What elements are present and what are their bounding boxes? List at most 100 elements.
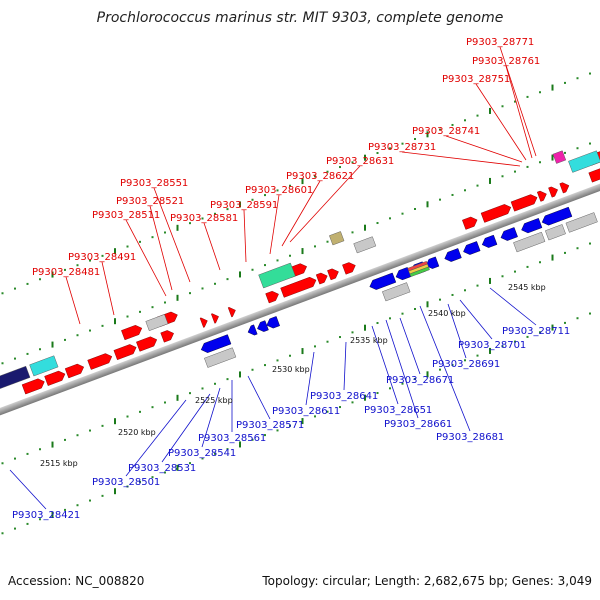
tick-dot — [451, 193, 454, 196]
leader-line — [9, 469, 47, 510]
tick-dot — [514, 170, 516, 173]
tick-dot — [264, 264, 266, 267]
tick-dot — [114, 318, 116, 325]
tick-dot — [476, 284, 479, 287]
tick-dot — [351, 161, 354, 164]
tick-dot — [551, 84, 554, 91]
tick-dot — [189, 392, 191, 395]
leader-line — [371, 325, 399, 405]
tick-dot — [339, 166, 341, 169]
rna-feature — [565, 212, 598, 233]
tick-dot — [589, 242, 591, 245]
forward-gene — [327, 268, 339, 281]
tick-dot — [251, 268, 254, 271]
tick-dot — [539, 261, 541, 264]
scale-label: 2515 kbp — [40, 459, 78, 468]
tick-dot — [589, 72, 591, 75]
rna-feature — [545, 224, 566, 241]
misc-feature — [258, 262, 296, 289]
reverse-gene-label: P9303_28641 — [310, 391, 378, 402]
tick-dot — [176, 224, 179, 231]
tick-dot — [239, 441, 241, 448]
reverse-gene-label: P9303_28651 — [364, 405, 432, 416]
tick-dot — [39, 518, 41, 521]
tick-dot — [526, 265, 529, 268]
tick-dot — [464, 359, 466, 362]
tick-dot — [89, 259, 91, 262]
reverse-gene-label: P9303_28571 — [236, 420, 304, 431]
tick-dot — [464, 189, 466, 192]
tick-dot — [539, 331, 541, 334]
tick-dot — [314, 175, 316, 178]
tick-dot — [439, 128, 441, 131]
tick-dot — [251, 198, 254, 201]
forward-gene — [315, 272, 328, 285]
tick-dot — [101, 324, 104, 327]
tick-dot — [439, 298, 441, 301]
reverse-gene-label: P9303_28561 — [198, 433, 266, 444]
leader-line — [475, 83, 527, 161]
tick-dot — [376, 322, 379, 325]
tick-dot — [76, 504, 79, 507]
tick-dot — [164, 471, 166, 474]
tick-dot — [576, 247, 579, 250]
reverse-gene — [521, 218, 543, 234]
tick-dot — [301, 248, 304, 255]
tick-dot — [376, 222, 379, 225]
leader-line — [489, 287, 537, 326]
tick-dot — [576, 77, 579, 80]
tick-dot — [289, 424, 291, 427]
rna-feature — [145, 314, 169, 332]
rna-feature — [513, 231, 546, 253]
tick-dot — [326, 340, 329, 343]
tick-dot — [501, 345, 504, 348]
tick-dot — [351, 401, 354, 404]
tick-dot — [589, 312, 591, 315]
forward-gene — [199, 317, 208, 328]
tick-dot — [539, 91, 541, 94]
tick-dot — [239, 371, 241, 378]
rna-feature — [353, 236, 377, 254]
forward-gene — [548, 186, 558, 198]
leader-line — [419, 305, 471, 432]
tick-dot — [114, 248, 116, 255]
tick-dot — [389, 147, 391, 150]
forward-gene-label: P9303_28741 — [412, 126, 480, 137]
tick-dot — [314, 245, 316, 248]
misc-feature — [552, 150, 567, 164]
leader-line — [161, 393, 211, 463]
forward-gene-label: P9303_28591 — [210, 200, 278, 211]
tick-dot — [114, 418, 116, 425]
tick-dot — [189, 462, 191, 465]
tick-dot — [139, 240, 141, 243]
tick-dot — [514, 100, 516, 103]
tick-dot — [226, 448, 229, 451]
tick-dot — [376, 392, 379, 395]
tick-dot — [51, 271, 54, 278]
tick-dot — [364, 154, 366, 161]
tick-dot — [426, 201, 429, 208]
tick-dot — [164, 301, 166, 304]
reverse-gene — [200, 334, 232, 353]
leader-line — [243, 209, 247, 263]
misc-feature — [29, 355, 59, 377]
tick-dot — [314, 415, 316, 418]
tick-dot — [426, 371, 429, 378]
leader-line — [399, 317, 421, 375]
tick-dot — [201, 287, 204, 290]
reverse-gene — [395, 267, 412, 281]
tick-dot — [126, 485, 129, 488]
tick-dot — [414, 207, 416, 210]
forward-gene — [87, 353, 113, 370]
reverse-gene — [369, 272, 397, 290]
tick-dot — [64, 508, 66, 511]
reverse-gene — [444, 248, 462, 262]
tick-dot — [401, 382, 404, 385]
scale-label: 2540 kbp — [428, 309, 466, 318]
tick-dot — [301, 348, 304, 355]
tick-dot — [214, 452, 216, 455]
tick-dot — [326, 410, 329, 413]
tick-dot — [414, 137, 416, 140]
tick-dot — [451, 123, 454, 126]
reverse-gene — [463, 241, 481, 255]
